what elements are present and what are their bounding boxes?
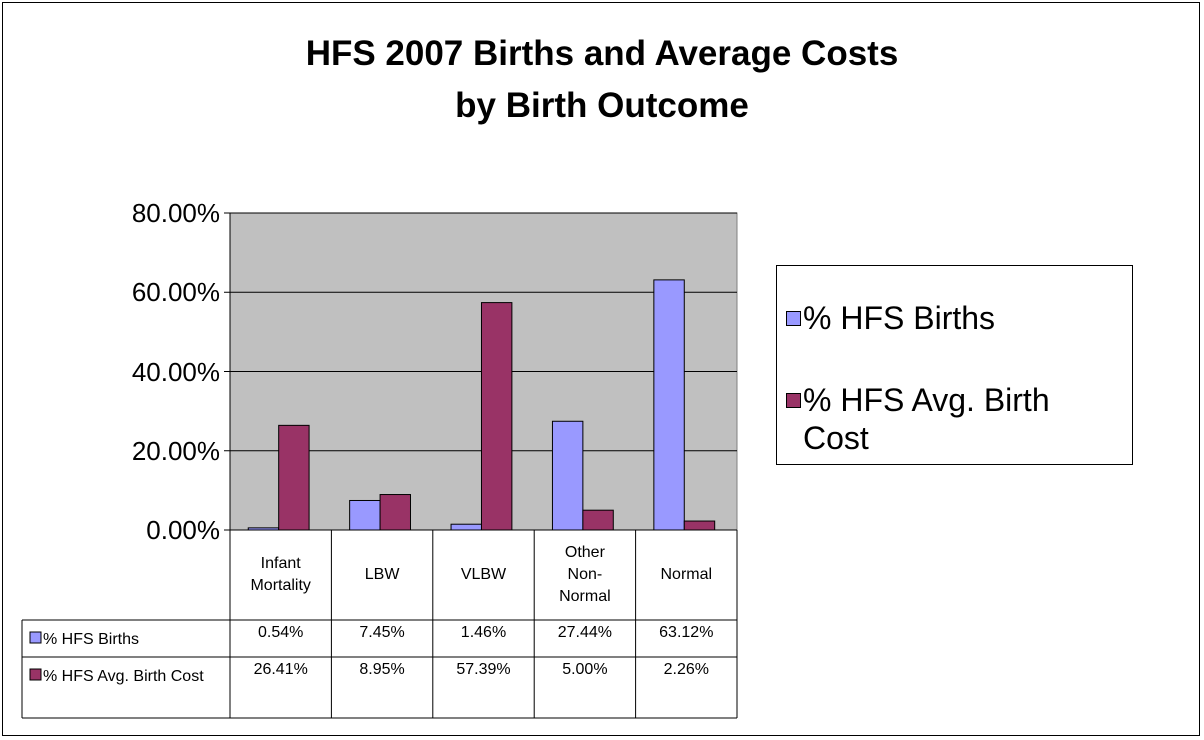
x-tick-label: Normal xyxy=(660,566,713,583)
legend-label: % HFS Births xyxy=(803,300,996,336)
x-tick-label: VLBW xyxy=(460,566,507,583)
title-line: by Birth Outcome xyxy=(455,86,749,125)
bar xyxy=(551,420,584,531)
x-tick-label: Infant Mortality xyxy=(250,555,311,594)
table-value: 1.46% xyxy=(460,624,507,641)
x-tick-label: LBW xyxy=(364,566,400,583)
y-tick-label: 60.00% xyxy=(131,277,220,308)
x-tick-label: Other Non-Normal xyxy=(559,544,611,605)
title-line: HFS 2007 Births and Average Costs xyxy=(305,34,899,73)
bar xyxy=(653,279,685,531)
bar xyxy=(683,520,716,531)
y-tick-label: 0.00% xyxy=(146,515,220,545)
chart-title: HFS 2007 Births and Average Costs by Birt… xyxy=(0,28,1204,132)
bar xyxy=(379,494,411,531)
table-value: 0.54% xyxy=(258,624,304,641)
table-value: 26.41% xyxy=(253,661,308,678)
table-key xyxy=(29,668,42,681)
table-value: 27.44% xyxy=(557,624,613,641)
legend-key xyxy=(786,311,801,326)
table-value: 7.45% xyxy=(359,624,405,641)
table-value: 5.00% xyxy=(562,661,608,678)
bar xyxy=(480,302,513,531)
y-tick-label: 20.00% xyxy=(131,435,220,466)
y-tick-label: 40.00% xyxy=(131,356,220,387)
table-value: 8.95% xyxy=(359,661,405,678)
bar xyxy=(582,509,614,531)
table-value: 57.39% xyxy=(456,661,511,678)
legend: % HFS Births % HFS Avg. Birth Cost xyxy=(776,265,1133,465)
y-tick-label: 80.00% xyxy=(131,198,220,228)
table-value: 2.26% xyxy=(663,661,709,678)
legend-label: % HFS Avg. Birth Cost xyxy=(803,382,1050,456)
bar xyxy=(349,499,381,531)
table-value: 63.12% xyxy=(659,624,714,641)
table-key xyxy=(29,631,42,644)
table-series-name: % HFS Avg. Birth Cost xyxy=(43,668,204,685)
legend-key xyxy=(786,393,801,408)
bar xyxy=(278,424,310,531)
table-series-name: % HFS Births xyxy=(43,631,140,648)
